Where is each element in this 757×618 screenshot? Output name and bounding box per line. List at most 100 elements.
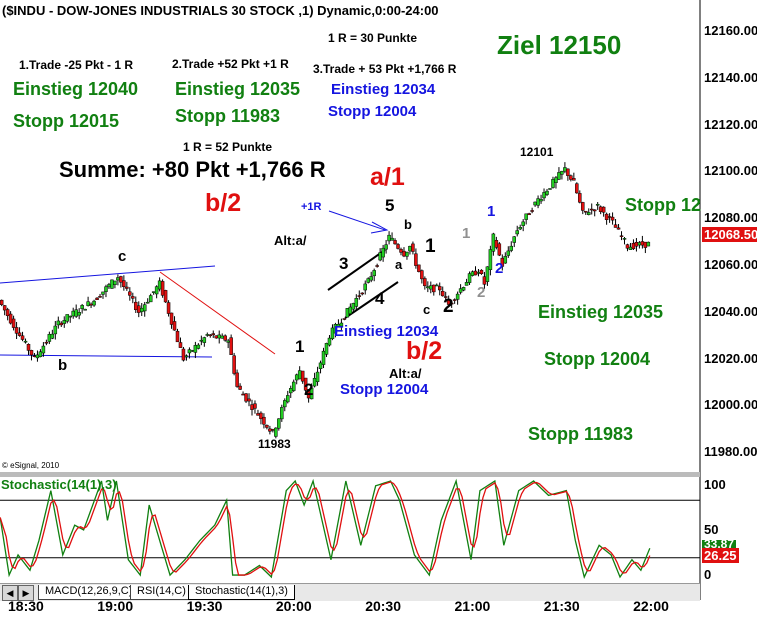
candle-down [5, 309, 10, 317]
candle-up [68, 315, 72, 318]
annotation-trade1: 1.Trade -25 Pkt - 1 R [19, 58, 134, 72]
candle-up [312, 377, 317, 387]
candle-down [616, 227, 621, 230]
candle-down [402, 250, 406, 257]
candle-up [351, 303, 356, 310]
candle-up [113, 280, 117, 286]
stochastic-label: Stochastic(14(1),3) [1, 477, 117, 492]
candle-up [461, 287, 466, 291]
candle-down [44, 341, 49, 344]
tab-macd[interactable]: MACD(12,26,9,C) [38, 585, 140, 600]
candle-up [458, 288, 463, 293]
annotation-trade2: 2.Trade +52 Pkt +1 R [172, 57, 289, 71]
scroll-right-button[interactable]: ▶ [18, 585, 34, 601]
candle-up [277, 418, 281, 429]
annotation-trade3: 3.Trade + 53 Pkt +1,766 R [313, 62, 457, 76]
price-tick: 12120.00 [704, 116, 757, 132]
candle-up [646, 241, 651, 247]
candle-down [643, 241, 648, 248]
candle-up [139, 307, 144, 313]
candle-up [53, 325, 58, 335]
stoch-k-line [0, 478, 651, 579]
candle-down [235, 372, 239, 387]
candle-down [29, 350, 34, 356]
candle-up [426, 286, 430, 289]
candle-up [62, 320, 67, 324]
candle-down [95, 297, 99, 300]
candle-up [637, 242, 642, 246]
scroll-left-button[interactable]: ◀ [2, 585, 18, 601]
candle-down [119, 276, 123, 283]
candle-down [375, 265, 379, 267]
price-tick: 12000.00 [704, 397, 757, 413]
stoch-tick-50: 50 [704, 522, 719, 537]
candle-down [452, 299, 457, 301]
candle-up [521, 221, 525, 226]
candle-up [315, 371, 320, 382]
candle-up [101, 291, 105, 295]
candle-down [479, 269, 484, 274]
candle-down [440, 290, 445, 297]
tab-rsi[interactable]: RSI(14,C) [130, 585, 193, 600]
candle-up [80, 305, 84, 309]
candle-up [327, 337, 332, 346]
annotation-plus1r: +1R [301, 201, 322, 213]
candle-down [175, 330, 180, 343]
tab-stochastic[interactable]: Stochastic(14(1),3) [188, 585, 295, 600]
channel-upper [327, 249, 386, 291]
candle-up [339, 322, 344, 327]
candle-up [518, 227, 522, 230]
copyright: © eSignal, 2010 [2, 461, 60, 470]
wave-b-small: b [404, 217, 412, 232]
candle-up [586, 212, 591, 215]
candle-up [387, 234, 391, 242]
candle-up [199, 339, 204, 342]
candle-down [14, 327, 19, 334]
wave-2a: 2 [304, 380, 314, 399]
candle-up [405, 251, 409, 257]
candle-down [17, 332, 22, 336]
candle-down [607, 216, 612, 218]
candle-up [563, 167, 567, 172]
candle-up [107, 284, 111, 288]
candle-up [354, 298, 359, 307]
candle-up [363, 283, 367, 291]
candles [0, 162, 651, 439]
candle-up [56, 320, 61, 326]
stoch-tick-0: 0 [704, 567, 712, 582]
wave-a: a [395, 257, 403, 272]
candle-up [116, 277, 120, 281]
candle-down [11, 318, 16, 328]
candle-down [268, 428, 272, 432]
annotation-entry2: Einstieg 12035 [175, 79, 301, 99]
candle-up [467, 273, 472, 283]
candle-down [640, 241, 645, 246]
candle-down [443, 296, 448, 298]
candle-down [423, 278, 427, 287]
candle-up [291, 381, 296, 391]
candle-down [613, 224, 618, 228]
candle-down [300, 370, 305, 382]
annotation-entry1: Einstieg 12040 [13, 79, 139, 99]
wave-b: b [58, 357, 68, 374]
candle-up [148, 295, 153, 303]
wave-c: c [118, 248, 127, 265]
candle-down [259, 412, 263, 420]
candle-down [229, 337, 233, 355]
candle-up [297, 370, 302, 380]
candle-up [23, 340, 28, 343]
candle-down [98, 296, 102, 298]
panel-separator[interactable] [0, 472, 700, 477]
candle-up [545, 190, 549, 195]
price-tick: 12060.00 [704, 257, 757, 272]
candle-down [601, 206, 606, 213]
last-price-badge: 12068.50 [702, 227, 757, 242]
time-tick: 22:00 [633, 598, 669, 614]
candle-down [32, 355, 37, 358]
candle-down [128, 291, 132, 296]
candle-up [435, 284, 439, 287]
wave-3: 3 [339, 254, 349, 273]
trendline-lower [0, 354, 213, 358]
stoch-k-badge: 33.87 [702, 540, 737, 548]
price-tick: 12140.00 [704, 69, 757, 85]
